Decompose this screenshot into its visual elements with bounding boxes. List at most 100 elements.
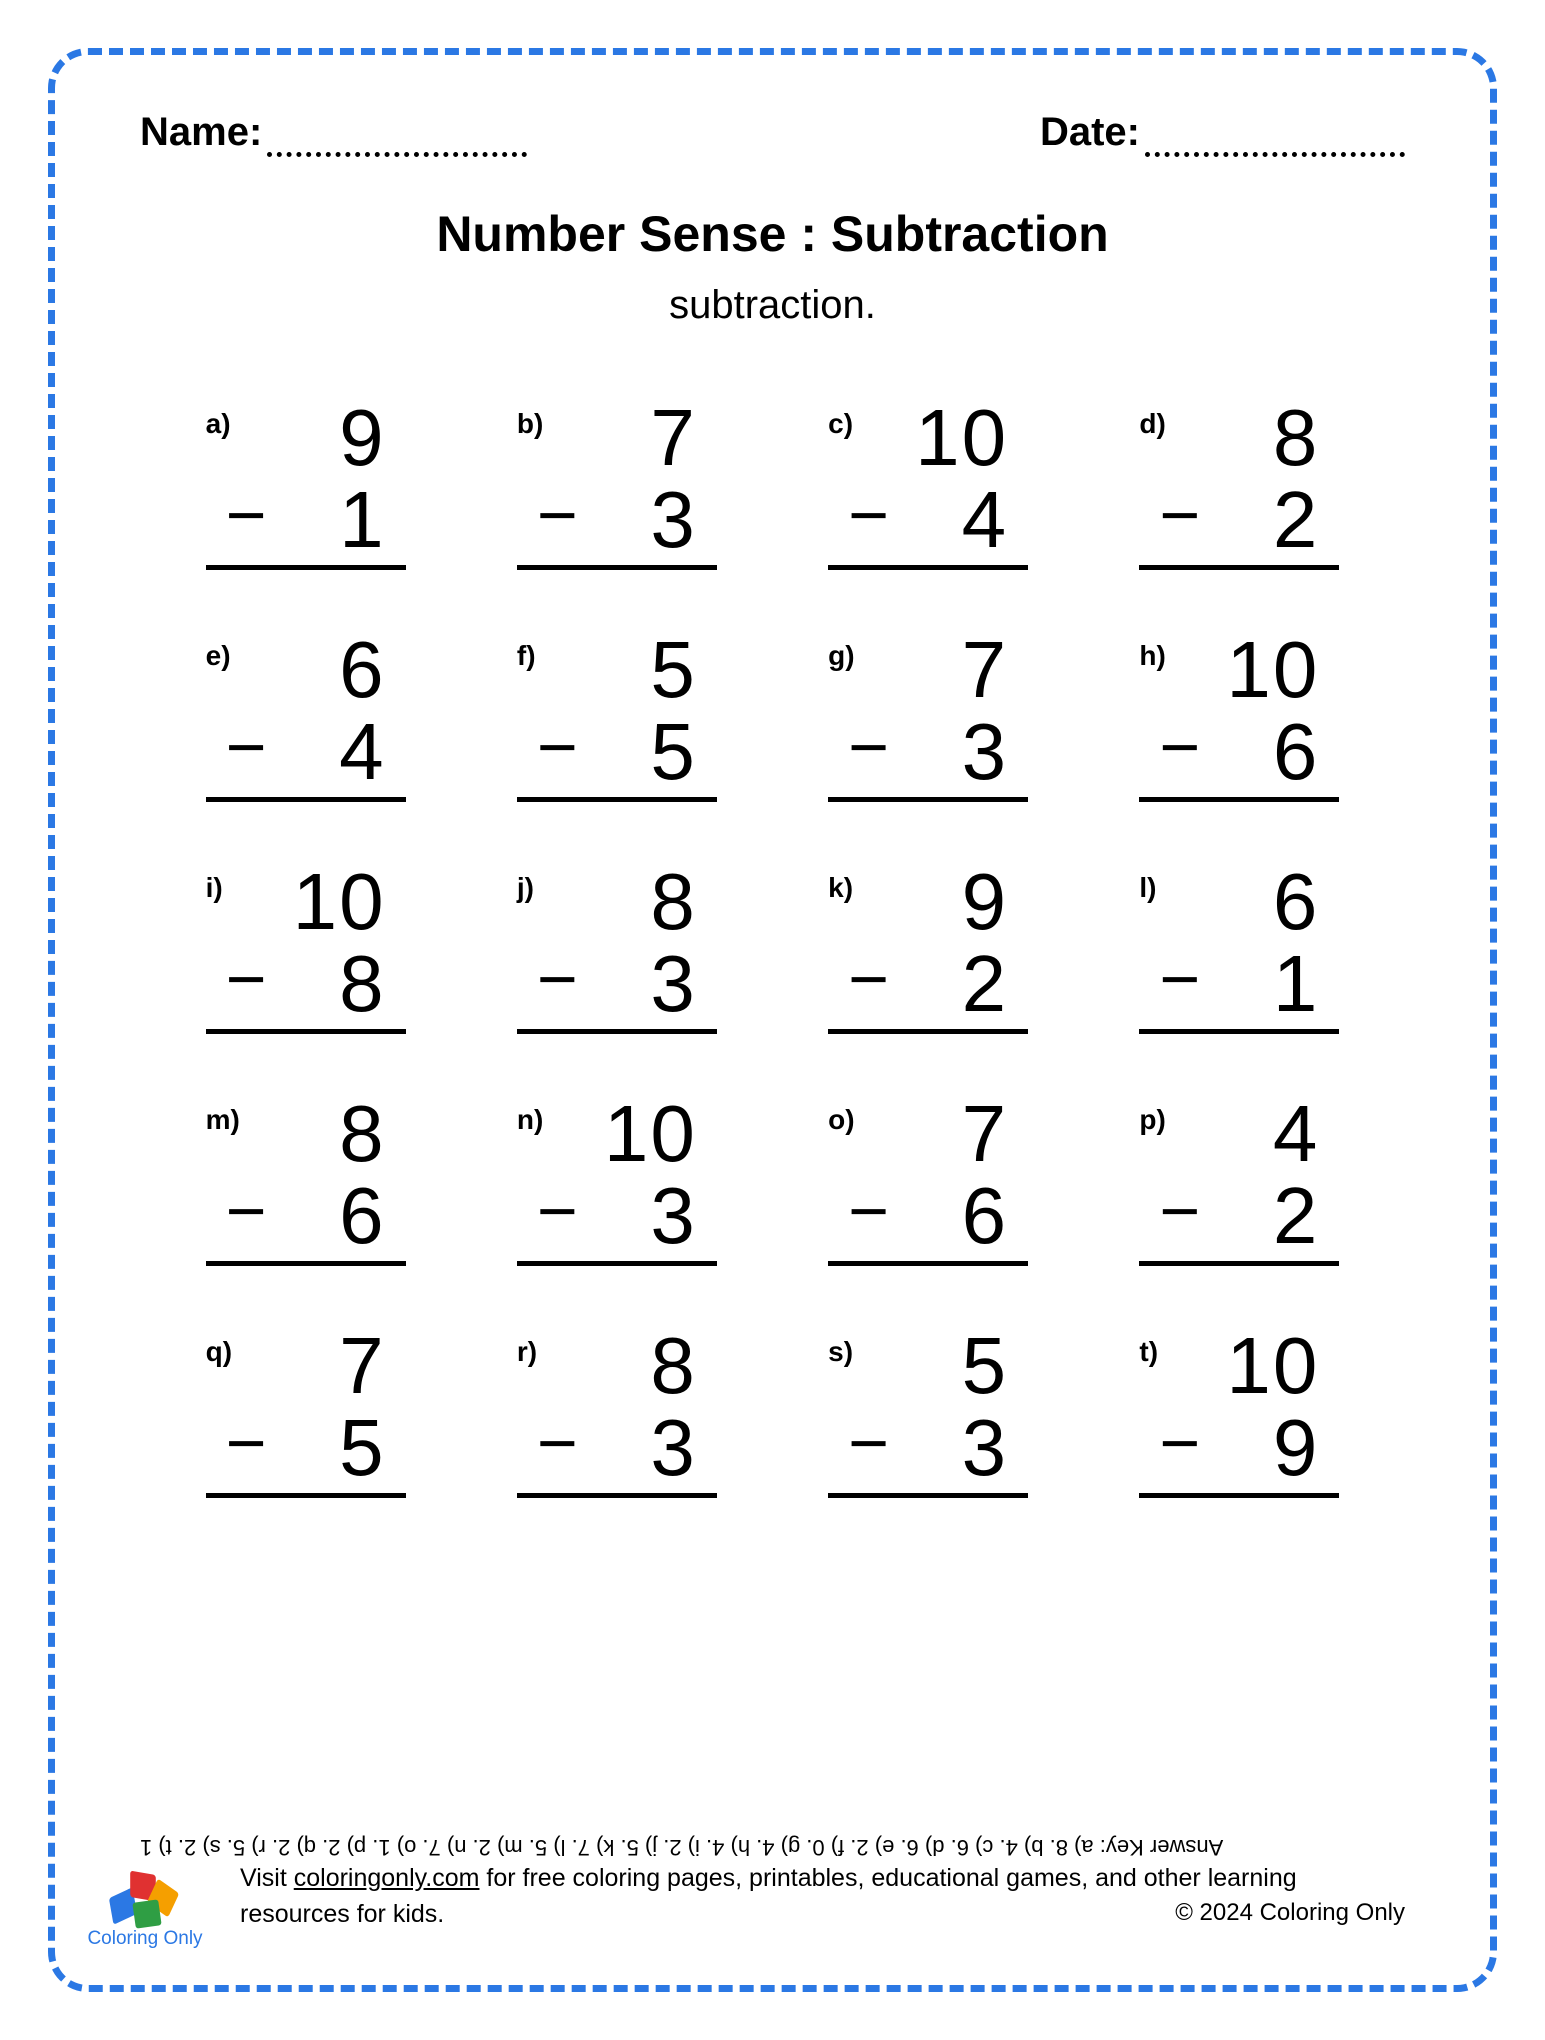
problem-letter: b) <box>517 408 543 440</box>
minuend: 10 <box>828 398 1028 478</box>
problem-inner: b)7−3 <box>517 398 717 570</box>
date-blank-line[interactable] <box>1145 152 1405 157</box>
problem: m)8−6 <box>170 1094 441 1266</box>
problem-inner: m)8−6 <box>206 1094 406 1266</box>
logo: Coloring Only <box>80 1860 210 1960</box>
subtrahend-row: −2 <box>1139 480 1339 570</box>
minuend: 10 <box>1139 630 1339 710</box>
problem-inner: s)5−3 <box>828 1326 1028 1498</box>
subtrahend: 1 <box>339 480 386 560</box>
subtrahend: 6 <box>339 1176 386 1256</box>
minus-sign: − <box>848 1408 889 1488</box>
subtrahend-row: −6 <box>828 1176 1028 1266</box>
subtrahend: 5 <box>650 712 697 792</box>
worksheet-title: Number Sense : Subtraction <box>140 205 1405 263</box>
minuend: 7 <box>517 398 717 478</box>
minus-sign: − <box>1159 1176 1200 1256</box>
minus-sign: − <box>537 1176 578 1256</box>
subtrahend: 2 <box>1273 480 1320 560</box>
problem-letter: n) <box>517 1104 543 1136</box>
subtrahend-row: −3 <box>828 712 1028 802</box>
problem-inner: r)8−3 <box>517 1326 717 1498</box>
problem-letter: p) <box>1139 1104 1165 1136</box>
footer-link[interactable]: coloringonly.com <box>294 1864 480 1892</box>
subtrahend-row: −6 <box>1139 712 1339 802</box>
problem: e)6−4 <box>170 630 441 802</box>
footer-prefix: Visit <box>240 1864 294 1892</box>
subtrahend-row: −9 <box>1139 1408 1339 1498</box>
minus-sign: − <box>226 1408 267 1488</box>
minuend: 4 <box>1139 1094 1339 1174</box>
subtrahend-row: −3 <box>517 1408 717 1498</box>
problem-inner: h)10−6 <box>1139 630 1339 802</box>
logo-icon <box>110 1871 180 1926</box>
minus-sign: − <box>226 944 267 1024</box>
worksheet-page: Name: Date: Number Sense : Subtraction s… <box>20 20 1525 2020</box>
minuend: 7 <box>828 1094 1028 1174</box>
subtrahend-row: −3 <box>517 1176 717 1266</box>
problem: o)7−6 <box>793 1094 1064 1266</box>
minuend: 9 <box>828 862 1028 942</box>
problem: p)4−2 <box>1104 1094 1375 1266</box>
problem-inner: o)7−6 <box>828 1094 1028 1266</box>
problem-letter: d) <box>1139 408 1165 440</box>
subtrahend: 8 <box>339 944 386 1024</box>
problem-letter: e) <box>206 640 231 672</box>
name-field: Name: <box>140 110 527 155</box>
problem-letter: g) <box>828 640 854 672</box>
minus-sign: − <box>226 712 267 792</box>
copyright: © 2024 Coloring Only <box>1175 1896 1405 1931</box>
minuend: 7 <box>828 630 1028 710</box>
problem-inner: n)10−3 <box>517 1094 717 1266</box>
problem: g)7−3 <box>793 630 1064 802</box>
subtrahend-row: −5 <box>206 1408 406 1498</box>
subtrahend: 1 <box>1273 944 1320 1024</box>
minus-sign: − <box>1159 1408 1200 1488</box>
subtrahend-row: −1 <box>1139 944 1339 1034</box>
minus-sign: − <box>226 480 267 560</box>
problem: d)8−2 <box>1104 398 1375 570</box>
problem-letter: s) <box>828 1336 853 1368</box>
subtrahend: 4 <box>339 712 386 792</box>
subtrahend: 6 <box>962 1176 1009 1256</box>
footer-text: Visit coloringonly.com for free coloring… <box>240 1860 1405 1933</box>
subtrahend-row: −4 <box>828 480 1028 570</box>
subtrahend: 9 <box>1273 1408 1320 1488</box>
problem: f)5−5 <box>481 630 752 802</box>
problem-letter: l) <box>1139 872 1156 904</box>
minus-sign: − <box>537 712 578 792</box>
name-blank-line[interactable] <box>267 152 527 157</box>
problem-inner: l)6−1 <box>1139 862 1339 1034</box>
problem-inner: k)9−2 <box>828 862 1028 1034</box>
problem-letter: j) <box>517 872 534 904</box>
minus-sign: − <box>537 944 578 1024</box>
problem: k)9−2 <box>793 862 1064 1034</box>
problem: h)10−6 <box>1104 630 1375 802</box>
problem-inner: d)8−2 <box>1139 398 1339 570</box>
minus-sign: − <box>848 712 889 792</box>
minuend: 9 <box>206 398 406 478</box>
problem-letter: m) <box>206 1104 240 1136</box>
problem: t)10−9 <box>1104 1326 1375 1498</box>
subtrahend: 3 <box>650 480 697 560</box>
minuend: 8 <box>517 1326 717 1406</box>
minuend: 6 <box>206 630 406 710</box>
problem-letter: o) <box>828 1104 854 1136</box>
subtrahend: 3 <box>650 1408 697 1488</box>
subtrahend-row: −3 <box>828 1408 1028 1498</box>
minus-sign: − <box>1159 944 1200 1024</box>
subtrahend: 3 <box>650 944 697 1024</box>
problem-inner: a)9−1 <box>206 398 406 570</box>
problem: a)9−1 <box>170 398 441 570</box>
subtrahend-row: −5 <box>517 712 717 802</box>
subtrahend-row: −6 <box>206 1176 406 1266</box>
date-field: Date: <box>1040 110 1405 155</box>
problem-letter: c) <box>828 408 853 440</box>
problem-letter: k) <box>828 872 853 904</box>
subtrahend: 2 <box>962 944 1009 1024</box>
problem: s)5−3 <box>793 1326 1064 1498</box>
subtrahend-row: −4 <box>206 712 406 802</box>
header-row: Name: Date: <box>140 110 1405 155</box>
minuend: 8 <box>517 862 717 942</box>
problem: b)7−3 <box>481 398 752 570</box>
